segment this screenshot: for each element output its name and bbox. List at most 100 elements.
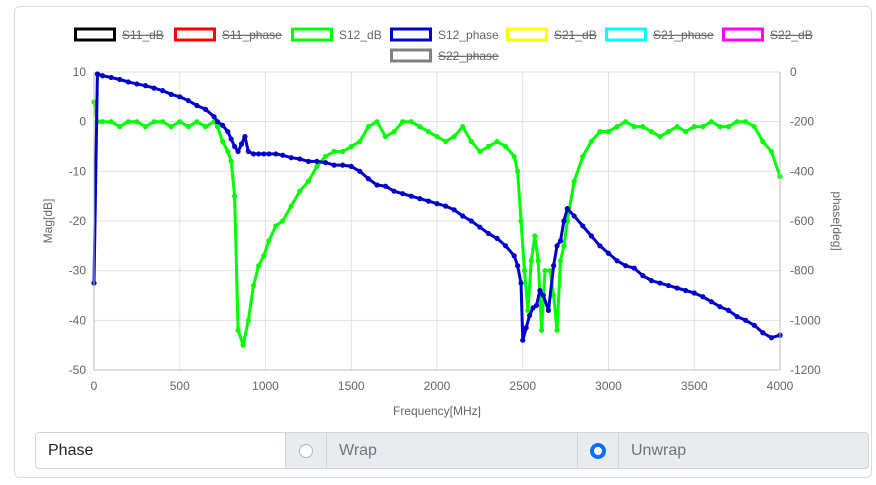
data-point-s12-phase (348, 163, 354, 169)
data-point-s12-db (408, 119, 414, 125)
data-point-s12-phase (99, 73, 106, 79)
data-point-s12-db (168, 124, 174, 130)
wrap-label[interactable]: Wrap (327, 433, 578, 468)
unwrap-label[interactable]: Unwrap (631, 441, 687, 459)
data-point-s12-phase (648, 278, 654, 284)
legend-item-s11-db[interactable]: S11_dB (74, 27, 164, 42)
data-point-s12-db (674, 124, 680, 130)
legend-label[interactable]: S11_dB (122, 28, 164, 42)
data-point-s12-phase (160, 88, 166, 94)
x-axis-title: Frequency[MHz] (393, 404, 481, 418)
data-point-s12-db (683, 129, 689, 135)
data-point-s12-phase (382, 183, 389, 189)
data-point-s12-phase (631, 265, 637, 271)
legend-swatch[interactable] (390, 48, 432, 63)
data-point-s12-db (571, 178, 577, 184)
legend-item-s21-db[interactable]: S21_dB (506, 27, 597, 42)
data-point-s12-phase (134, 81, 140, 87)
wrap-radio-cell[interactable] (286, 433, 327, 468)
data-point-s12-db (588, 138, 594, 145)
legend-swatch[interactable] (605, 27, 647, 42)
data-point-s12-db (125, 119, 131, 125)
legend-swatch[interactable] (74, 27, 116, 42)
data-point-s12-phase (238, 141, 245, 147)
data-point-s12-db (314, 163, 320, 169)
data-point-s12-db (365, 124, 371, 130)
data-point-s12-phase (451, 207, 457, 213)
data-point-s12-phase (417, 196, 423, 202)
data-point-s12-db (417, 124, 423, 130)
legend-item-s21-phase[interactable]: S21_phase (605, 27, 715, 42)
data-point-s12-db (554, 327, 560, 333)
data-point-s12-phase (177, 94, 183, 100)
data-point-s12-phase (768, 335, 775, 341)
x-tick-label: 500 (170, 379, 190, 393)
legend-item-s12-db[interactable]: S12_dB (291, 27, 382, 42)
data-point-s12-db (280, 218, 286, 224)
legend-label[interactable]: S22_phase (438, 49, 499, 63)
data-point-s12-db (261, 253, 267, 259)
data-point-s12-db (485, 143, 492, 150)
data-point-s12-phase (665, 282, 672, 289)
x-tick-label: 0 (91, 379, 98, 393)
data-point-s12-phase (391, 188, 397, 194)
data-point-s12-db (391, 129, 397, 135)
chart-card (14, 6, 872, 478)
x-tick-label: 1000 (252, 379, 279, 393)
data-point-s12-db (434, 133, 440, 140)
data-point-s12-phase (545, 307, 552, 313)
data-point-s12-db (228, 158, 234, 164)
legend-label[interactable]: S12_phase (438, 28, 499, 42)
legend-swatch[interactable] (722, 27, 764, 42)
legend-label[interactable]: S22_dB (770, 28, 813, 42)
legend-label[interactable]: S11_phase (222, 28, 282, 42)
data-point-s12-phase (674, 285, 680, 291)
unwrap-radio[interactable] (590, 442, 606, 459)
data-point-s12-db (142, 124, 149, 130)
legend-item-s12-phase[interactable]: S12_phase (390, 27, 500, 42)
data-point-s12-db (151, 119, 157, 125)
legend-swatch[interactable] (174, 27, 216, 42)
data-point-s12-db (551, 292, 557, 299)
data-point-s12-phase (468, 218, 474, 224)
data-point-s12-db (348, 143, 354, 150)
data-point-s12-phase (108, 74, 114, 81)
legend-label[interactable]: S12_dB (339, 28, 382, 42)
data-point-s12-db (194, 119, 200, 125)
unwrap-radio-cell[interactable] (578, 433, 619, 468)
data-point-s12-db (580, 153, 586, 160)
data-point-s12-phase (518, 280, 524, 286)
data-point-s12-db (614, 124, 620, 130)
wrap-radio[interactable] (299, 443, 313, 458)
x-tick-label: 3000 (595, 379, 622, 393)
data-point-s12-db (468, 138, 474, 145)
data-point-s12-db (648, 129, 654, 135)
data-point-s12-phase (751, 322, 757, 328)
data-point-s12-phase (494, 235, 500, 241)
legend-item-s22-db[interactable]: S22_dB (722, 27, 813, 42)
data-point-s12-phase (503, 243, 509, 249)
y-right-tick-label: -1000 (790, 313, 821, 327)
data-point-s12-phase (117, 76, 123, 83)
data-point-s12-db (117, 124, 123, 130)
data-point-s12-phase (554, 243, 560, 249)
data-point-s12-db (734, 119, 740, 125)
data-point-s12-phase (288, 155, 294, 161)
legend-swatch[interactable] (506, 27, 548, 42)
data-point-s12-db (331, 148, 337, 155)
data-point-s12-phase (202, 106, 209, 112)
axes: 10 0 -10 -20 -30 -40 -50 0 -200 -400 -600 -800 -1000… (69, 65, 821, 393)
data-point-s12-db (235, 327, 241, 333)
data-point-s12-db (535, 258, 541, 264)
legend-item-s11-phase[interactable]: S11_phase (174, 27, 283, 42)
legend-swatch[interactable] (291, 27, 333, 42)
data-point-s12-phase (250, 151, 257, 157)
legend-label[interactable]: S21_phase (653, 28, 714, 42)
y-left-tick-label: -50 (69, 363, 87, 377)
data-point-s12-phase (691, 290, 697, 296)
legend-label[interactable]: S21_dB (554, 28, 597, 42)
legend-item-s22-phase[interactable]: S22_phase (390, 48, 500, 63)
legend-swatch[interactable] (390, 27, 432, 42)
legend: S11_dB S11_phase S12_dB S12_phase S21_dB S21_… (74, 27, 813, 63)
data-point-s12-phase (520, 337, 526, 343)
